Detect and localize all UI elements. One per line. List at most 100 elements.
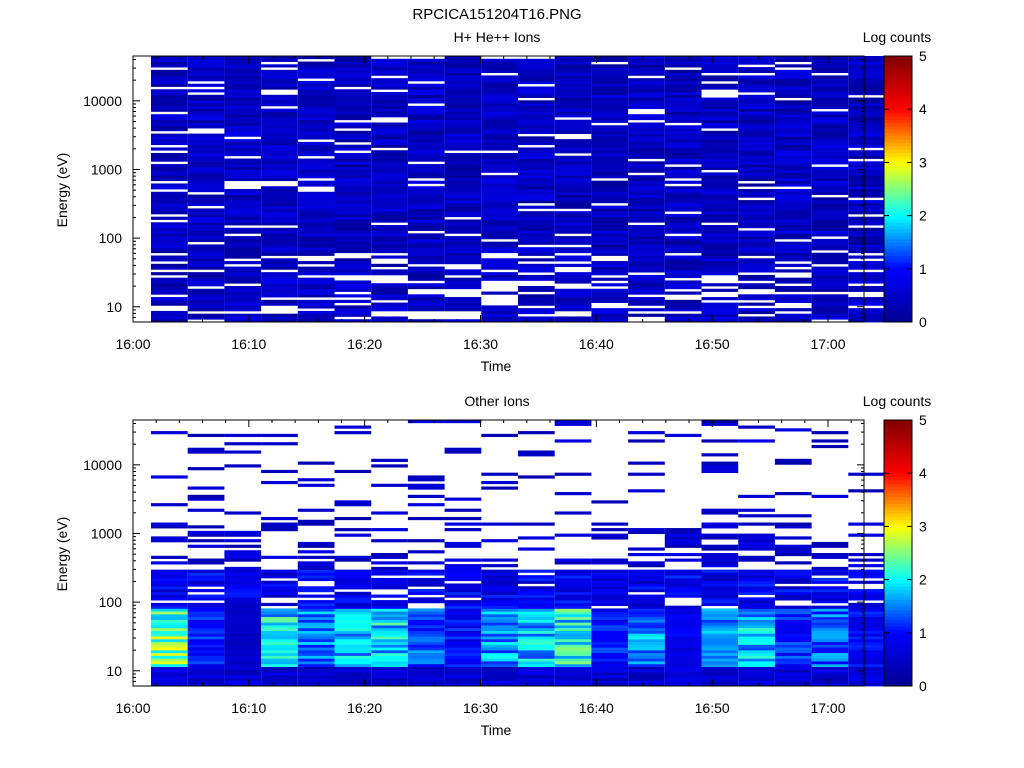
heatmap-cell — [224, 638, 262, 643]
heatmap-cell — [591, 611, 629, 615]
heatmap-cell — [187, 302, 225, 306]
heatmap-cell — [664, 119, 702, 123]
heatmap-cell — [444, 116, 482, 121]
heatmap-cell — [151, 674, 188, 679]
heatmap-cell — [261, 591, 298, 595]
heatmap-cell — [701, 461, 739, 465]
heatmap-cell — [664, 541, 702, 546]
heatmap-cell — [481, 627, 518, 631]
heatmap-cell — [591, 56, 629, 60]
heatmap-cell — [664, 575, 702, 579]
heatmap-cell — [848, 152, 885, 157]
heatmap-cell — [518, 150, 555, 154]
heatmap-cell — [701, 672, 739, 676]
heatmap-cell — [591, 536, 629, 540]
heatmap-cell — [151, 58, 188, 62]
heatmap-cell — [848, 86, 885, 90]
colorbar-segment — [884, 569, 912, 574]
heatmap-cell — [774, 514, 812, 518]
heatmap-cell — [481, 572, 518, 576]
colorbar-segment — [884, 258, 912, 263]
heatmap-cell — [261, 525, 298, 529]
heatmap-cell — [224, 608, 262, 612]
heatmap-cell — [407, 655, 445, 659]
heatmap-cell — [444, 638, 482, 643]
heatmap-cell — [664, 644, 702, 648]
heatmap-cell — [151, 613, 188, 618]
heatmap-cell — [554, 247, 592, 251]
heatmap-cell — [297, 644, 335, 648]
heatmap-cell — [407, 72, 445, 76]
heatmap-cell — [774, 205, 812, 209]
heatmap-cell — [371, 114, 408, 118]
heatmap-cell — [738, 600, 775, 604]
heatmap-cell — [774, 222, 812, 226]
heatmap-cell — [187, 175, 225, 179]
heatmap-cell — [554, 663, 592, 667]
heatmap-cell — [224, 89, 262, 93]
colorbar-segment — [884, 466, 912, 471]
heatmap-cell — [224, 577, 262, 582]
heatmap-cell — [187, 636, 225, 640]
heatmap-cell — [187, 158, 225, 162]
colorbar-segment — [884, 142, 912, 147]
heatmap-cell — [224, 586, 262, 590]
heatmap-cell — [591, 219, 629, 223]
heatmap-cell — [701, 572, 739, 576]
heatmap-cell — [297, 158, 335, 162]
heatmap-cell — [187, 658, 225, 662]
heatmap-cell — [628, 302, 665, 306]
heatmap-cell — [187, 602, 225, 607]
heatmap-cell — [811, 75, 849, 79]
heatmap-cell — [481, 189, 518, 193]
heatmap-cell — [738, 683, 775, 687]
heatmap-cell — [224, 661, 262, 665]
colorbar-segment — [884, 272, 912, 276]
heatmap-cell — [554, 605, 592, 609]
heatmap-cell — [187, 155, 225, 159]
heatmap-cell — [297, 622, 335, 626]
heatmap-cell — [774, 152, 812, 157]
heatmap-cell — [371, 78, 408, 82]
heatmap-cell — [554, 583, 592, 587]
heatmap-cell — [518, 108, 555, 112]
heatmap-cell — [261, 291, 298, 295]
heatmap-cell — [628, 633, 665, 637]
heatmap-cell — [297, 663, 335, 667]
colorbar-segment — [884, 225, 912, 230]
heatmap-cell — [591, 672, 629, 676]
heatmap-cell — [738, 266, 775, 270]
heatmap-cell — [261, 164, 298, 168]
heatmap-cell — [481, 652, 518, 656]
heatmap-cell — [591, 191, 629, 195]
heatmap-cell — [334, 111, 372, 115]
heatmap-cell — [481, 594, 518, 598]
heatmap-cell — [261, 627, 298, 631]
heatmap-cell — [554, 189, 592, 193]
heatmap-cell — [701, 211, 739, 215]
heatmap-cell — [334, 122, 372, 126]
colorbar-segment — [884, 288, 912, 293]
heatmap-cell — [224, 277, 262, 281]
heatmap-cell — [371, 208, 408, 212]
heatmap-cell — [591, 594, 629, 598]
heatmap-cell — [738, 611, 775, 615]
heatmap-cell — [518, 619, 555, 623]
heatmap-cell — [738, 183, 775, 187]
heatmap-cell — [628, 630, 665, 634]
heatmap-cell — [334, 139, 372, 143]
heatmap-cell — [151, 661, 188, 665]
heatmap-cell — [187, 299, 225, 303]
heatmap-cell — [848, 247, 885, 251]
heatmap-cell — [187, 227, 225, 231]
colorbar-segment — [884, 302, 912, 306]
colorbar-segment — [884, 556, 912, 561]
heatmap-cell — [774, 189, 812, 193]
heatmap-cell — [444, 202, 482, 207]
heatmap-cell — [811, 605, 849, 609]
heatmap-cell — [591, 225, 629, 229]
heatmap-cell — [444, 83, 482, 87]
heatmap-cell — [224, 189, 262, 193]
heatmap-cell — [481, 666, 518, 670]
heatmap-cell — [481, 64, 518, 68]
